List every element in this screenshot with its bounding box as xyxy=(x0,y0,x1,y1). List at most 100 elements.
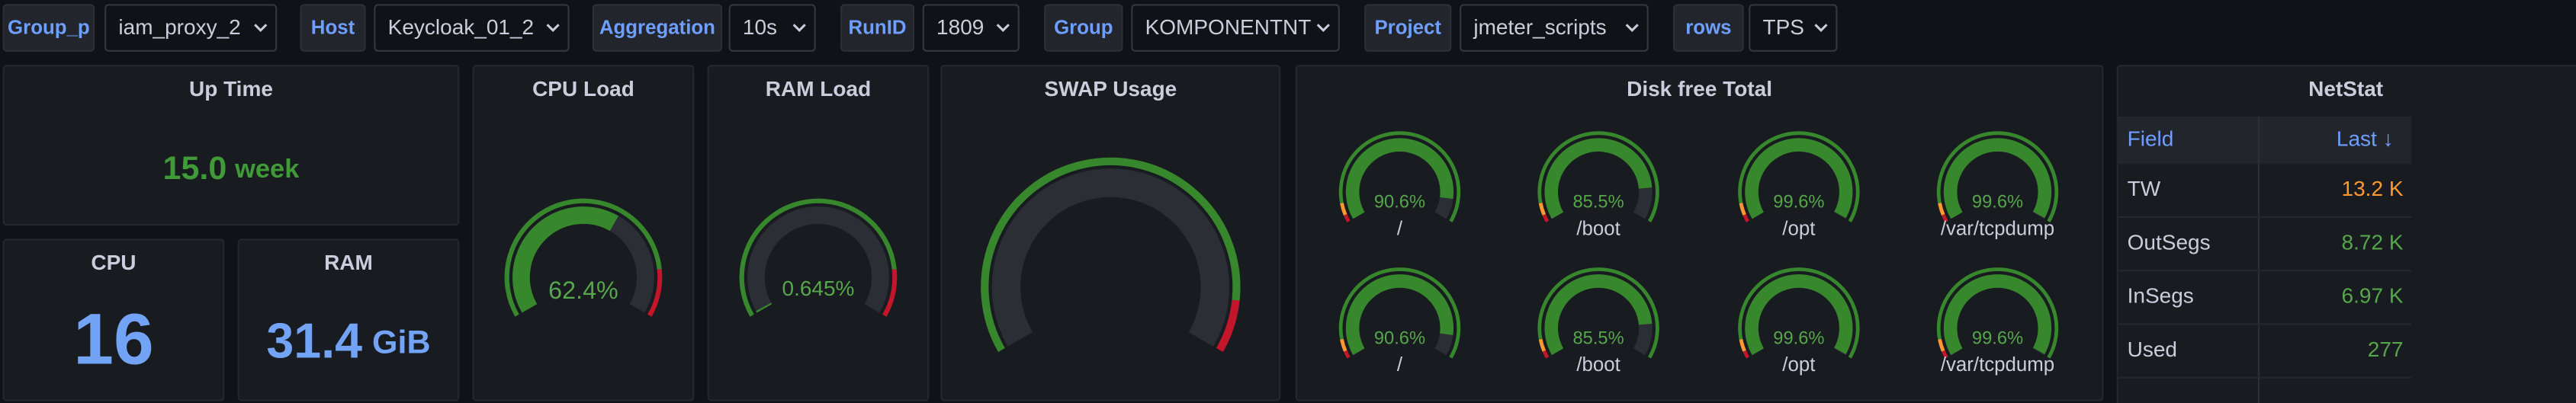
panel-title: Disk free Total xyxy=(1627,77,1772,101)
dropdown-caret xyxy=(254,24,268,32)
threshold-arc xyxy=(1942,350,1948,359)
panel xyxy=(237,238,460,401)
threshold-arc xyxy=(1340,202,1347,216)
variable-label: Host xyxy=(311,18,355,39)
threshold-arc xyxy=(1942,214,1948,222)
row-field: TW xyxy=(2128,177,2161,200)
stat-value: 31.4 GiB xyxy=(266,313,430,368)
gauge-value-label: 85.5% xyxy=(1573,328,1624,348)
panel-title: RAM Load xyxy=(766,77,871,101)
variable-select[interactable] xyxy=(374,4,570,52)
panel xyxy=(1295,65,2104,401)
dropdown-caret xyxy=(546,24,560,32)
threshold-arc xyxy=(1542,350,1550,359)
gauge-value-label: 90.6% xyxy=(1374,192,1425,212)
row-field: InSegs xyxy=(2128,284,2194,308)
variable-value: TPS xyxy=(1762,15,1804,39)
threshold-arc xyxy=(1338,267,1461,359)
variable-label: Aggregation xyxy=(599,18,715,39)
panel xyxy=(707,65,930,401)
threshold-arc xyxy=(1537,131,1659,222)
gauge-value-arc xyxy=(1745,138,1853,219)
threshold-arc xyxy=(1340,338,1347,352)
gauge-value-label: 99.6% xyxy=(1773,328,1824,348)
variable-label: rows xyxy=(1685,18,1731,39)
gauge-track xyxy=(991,168,1229,347)
uptime-value: 15.0 week xyxy=(163,150,300,187)
variable-value: 10s xyxy=(743,15,777,39)
panel-title: CPU xyxy=(91,251,136,274)
gauge-value-label: 99.6% xyxy=(1773,192,1824,212)
stat-unit: GiB xyxy=(372,325,431,361)
row-value: 277 xyxy=(2368,337,2404,361)
threshold-arc xyxy=(739,198,897,317)
variable-select[interactable] xyxy=(104,4,278,52)
disk-mount-label: /opt xyxy=(1782,354,1815,376)
variable-label-box xyxy=(1364,4,1452,52)
stat-value: 16 xyxy=(73,299,153,379)
variable-value: KOMPONENTNT xyxy=(1145,15,1312,39)
panel xyxy=(472,65,695,401)
variable-select[interactable] xyxy=(728,4,816,52)
threshold-arc xyxy=(1343,350,1351,359)
gauge-value-label: 62.4% xyxy=(548,277,618,304)
threshold-arc xyxy=(1936,267,2059,359)
variable-select[interactable] xyxy=(1460,4,1649,52)
disk-mount-label: /boot xyxy=(1576,218,1620,239)
threshold-arc xyxy=(1938,203,1945,216)
threshold-arc xyxy=(1739,203,1746,216)
variable-value: jmeter_scripts xyxy=(1473,15,1606,39)
gauge-value-label: 90.6% xyxy=(1374,328,1425,348)
variable-value: Keycloak_01_2 xyxy=(388,15,534,39)
gauge-value-arc xyxy=(1745,274,1853,356)
threshold-arc xyxy=(647,269,663,317)
threshold-arc xyxy=(1742,350,1750,359)
threshold-arc xyxy=(1537,267,1659,359)
stat-number: 16 xyxy=(73,299,153,379)
variable-label: RunID xyxy=(848,18,906,39)
panel-title: Up Time xyxy=(189,77,273,101)
gauge-value-arc xyxy=(512,206,619,313)
stat-number: 31.4 xyxy=(266,313,362,368)
gauge-track xyxy=(747,206,889,313)
threshold-arc xyxy=(1739,338,1746,352)
threshold-arc xyxy=(882,269,898,317)
gauge-value-arc xyxy=(1943,138,2052,219)
column-header[interactable]: Field xyxy=(2128,127,2174,151)
dropdown-caret xyxy=(1316,24,1330,32)
threshold-arc xyxy=(1542,214,1550,222)
variable-label-box xyxy=(1044,4,1123,52)
variable-select[interactable] xyxy=(1131,4,1340,52)
dropdown-caret xyxy=(1814,24,1828,32)
threshold-arc xyxy=(1343,214,1351,222)
threshold-arc xyxy=(1742,214,1750,222)
variable-value: 1809 xyxy=(936,15,984,39)
dropdown-caret xyxy=(996,24,1010,32)
uptime-number: 15.0 xyxy=(163,150,227,187)
gauge-value-label: 0.645% xyxy=(782,277,854,300)
uptime-unit: week xyxy=(234,155,300,184)
row-field: Used xyxy=(2128,337,2177,361)
threshold-arc xyxy=(504,198,662,317)
panel-title: NetStat xyxy=(2308,77,2383,101)
variable-select[interactable] xyxy=(1749,4,1838,52)
disk-mount-label: /var/tcpdump xyxy=(1941,354,2054,376)
column-header[interactable]: Last ↓ xyxy=(2337,127,2394,151)
panel xyxy=(2,65,460,226)
gauge-value-arc xyxy=(1345,274,1454,356)
variable-label-box xyxy=(300,4,366,52)
gauge-value-label: 99.6% xyxy=(1972,328,2023,348)
variable-value: iam_proxy_2 xyxy=(118,15,240,39)
variable-label-box xyxy=(592,4,722,52)
gauge-value-label: 85.5% xyxy=(1573,192,1624,212)
gauge-value-label: 99.6% xyxy=(1972,192,2023,212)
disk-mount-label: / xyxy=(1397,218,1403,239)
row-field: OutSegs xyxy=(2128,230,2211,254)
dropdown-caret xyxy=(792,24,806,32)
row-value: 13.2 K xyxy=(2342,177,2404,200)
variable-select[interactable] xyxy=(922,4,1020,52)
threshold-arc xyxy=(1938,338,1945,352)
variable-label: Group_p xyxy=(8,18,90,39)
panel-title: RAM xyxy=(324,251,373,274)
